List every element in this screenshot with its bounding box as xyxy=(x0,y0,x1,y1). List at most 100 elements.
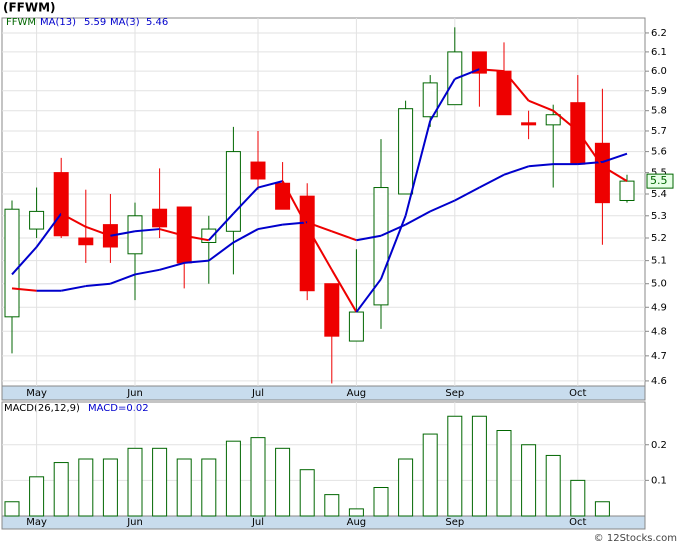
ma-line xyxy=(356,234,382,242)
x-tick-label: Jun xyxy=(126,388,143,399)
ma-line xyxy=(552,109,579,132)
last-price-box xyxy=(646,173,674,189)
ma-line xyxy=(257,180,283,189)
x-tick-label: Aug xyxy=(347,388,367,399)
x-tick-label: Sep xyxy=(445,517,464,528)
macd-bar xyxy=(348,508,364,517)
macd-bar xyxy=(4,501,20,517)
ma-line xyxy=(478,173,505,189)
legend-label: MA(3) xyxy=(110,17,140,28)
y-tick-label: 5.0 xyxy=(651,279,667,290)
legend-value: 5.46 xyxy=(146,17,168,28)
ma-line xyxy=(479,68,505,73)
ma-line xyxy=(429,199,456,213)
ma-line xyxy=(232,186,259,215)
ma-line xyxy=(134,228,160,233)
candle-body xyxy=(4,208,20,318)
candle-body xyxy=(225,151,241,232)
ma-line xyxy=(110,230,136,237)
ma-line xyxy=(110,273,136,285)
macd-indicator-value: 0.02 xyxy=(126,403,148,414)
ma-line xyxy=(306,226,333,271)
candle-body xyxy=(471,51,487,74)
y-tick-label: 6.2 xyxy=(651,28,667,39)
y-tick-label: 5.9 xyxy=(651,86,667,97)
x-tick-label: Jun xyxy=(126,517,143,528)
candle-body xyxy=(570,102,586,165)
ma-line xyxy=(601,165,628,182)
macd-bar xyxy=(102,458,118,517)
candle-body xyxy=(545,114,561,126)
legend-value: 5.59 xyxy=(84,17,106,28)
candle-body xyxy=(348,311,364,342)
ma-line xyxy=(11,287,37,292)
symbol: FFWM xyxy=(6,17,36,28)
x-tick-label: Oct xyxy=(569,517,586,528)
ma-line xyxy=(454,68,480,80)
macd-bar xyxy=(299,469,315,517)
candle-body xyxy=(53,172,69,237)
candle-body xyxy=(78,237,94,246)
price-panel xyxy=(1,17,646,387)
candle-body xyxy=(398,108,414,195)
y-tick-label: 5.5 xyxy=(651,168,667,179)
y-tick-label: 5.6 xyxy=(651,147,667,158)
ma-line xyxy=(282,221,308,226)
candle-body xyxy=(275,182,291,210)
x-tick-label: Sep xyxy=(445,388,464,399)
macd-bar xyxy=(78,458,94,517)
ma-line xyxy=(528,163,554,168)
ma-line xyxy=(429,78,456,122)
x-axis-band xyxy=(1,385,646,401)
macd-bar xyxy=(471,415,487,517)
x-tick-label: Oct xyxy=(569,388,586,399)
ma-line xyxy=(330,269,358,313)
y-tick-label: 0.1 xyxy=(651,475,667,486)
ma-line xyxy=(159,261,185,271)
ma-line xyxy=(61,285,86,292)
macd-indicator-name: MACD xyxy=(88,403,118,414)
ma-line xyxy=(35,212,63,248)
ma-line xyxy=(404,120,432,217)
candle-body xyxy=(521,122,537,126)
y-tick-label: 4.9 xyxy=(651,302,667,313)
footer: © 12Stocks.com xyxy=(594,533,677,544)
candle-body xyxy=(102,224,118,248)
y-tick-label: 6.0 xyxy=(651,66,667,77)
y-tick-label: 5.3 xyxy=(651,211,667,222)
ma-line xyxy=(60,212,87,228)
candle-body xyxy=(29,210,45,230)
macd-bar xyxy=(225,440,241,517)
ma-line xyxy=(159,228,185,237)
macd-bar xyxy=(594,501,610,517)
ma-line xyxy=(380,215,407,280)
y-tick-label: 0.2 xyxy=(651,440,667,451)
macd-bar xyxy=(127,447,143,517)
macd-title: MACD(26,12,9) xyxy=(4,403,80,414)
x-tick-label: May xyxy=(26,517,47,528)
ma-line xyxy=(577,161,603,166)
ma-line xyxy=(454,186,480,202)
ma-line xyxy=(208,212,235,241)
y-tick-label: 5.2 xyxy=(651,233,667,244)
candle-body xyxy=(299,195,315,292)
macd-bar xyxy=(398,458,414,517)
ma-line xyxy=(85,282,111,288)
y-tick-label: 5.8 xyxy=(651,106,667,117)
y-tick-label: 4.7 xyxy=(651,351,667,362)
macd-bar xyxy=(373,487,389,517)
y-tick-label: 5.7 xyxy=(651,126,667,137)
candle-body xyxy=(422,82,438,118)
ma-line xyxy=(184,259,209,264)
legend-label: MA(13) xyxy=(40,17,76,28)
macd-bar xyxy=(176,458,192,517)
y-tick-label: 6.1 xyxy=(651,47,667,58)
x-axis-band xyxy=(1,515,646,530)
macd-bar xyxy=(324,494,340,517)
candle-body xyxy=(152,208,168,228)
y-tick-label: 4.6 xyxy=(651,376,667,387)
ma-line xyxy=(208,241,234,262)
x-tick-label: May xyxy=(26,388,47,399)
candle-body xyxy=(127,215,143,255)
